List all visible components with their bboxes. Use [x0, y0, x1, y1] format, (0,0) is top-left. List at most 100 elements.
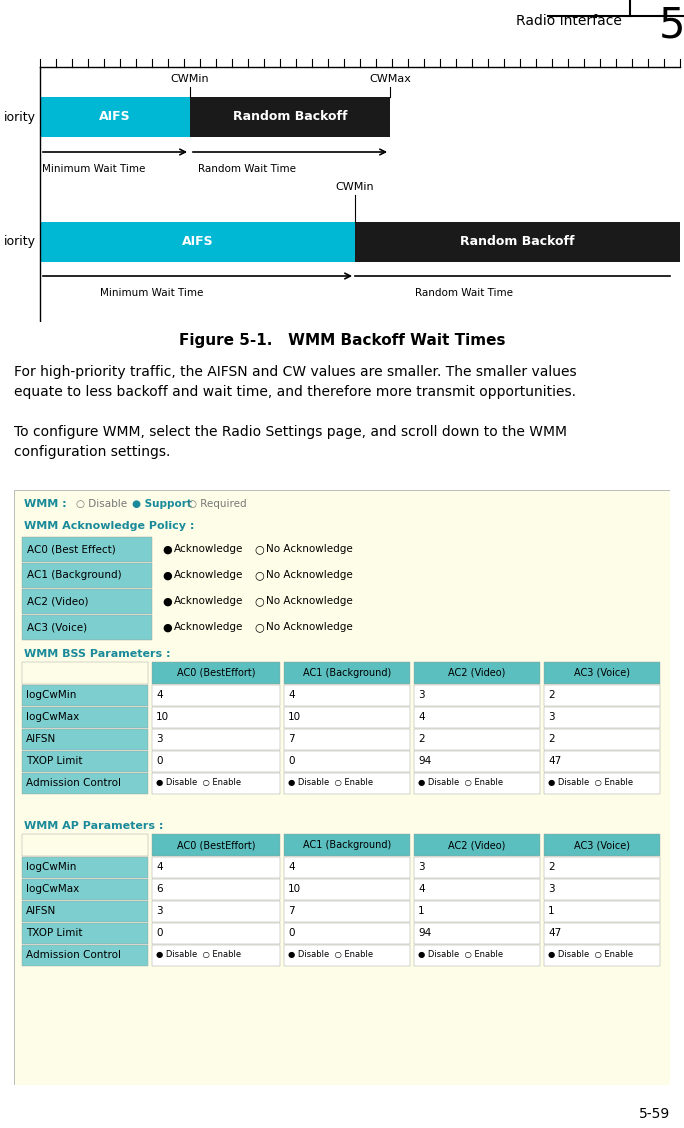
Text: Acknowledge: Acknowledge [174, 545, 244, 555]
Text: 6: 6 [156, 884, 163, 895]
Text: ○: ○ [254, 571, 264, 581]
Text: 5-59: 5-59 [639, 1107, 670, 1121]
Text: ○: ○ [254, 623, 264, 633]
Text: ●: ● [162, 597, 172, 607]
Text: Random Wait Time: Random Wait Time [415, 288, 513, 298]
Bar [544, 685, 660, 706]
Text: 3: 3 [418, 690, 425, 700]
Text: iority: iority [4, 111, 36, 123]
Text: ● Disable  ○ Enable: ● Disable ○ Enable [418, 951, 503, 960]
Bar [40, 97, 190, 136]
Bar [22, 879, 148, 900]
Text: 3: 3 [156, 906, 163, 916]
Text: 3: 3 [418, 862, 425, 872]
Bar [284, 707, 410, 728]
Text: 47: 47 [548, 756, 562, 766]
Text: 0: 0 [156, 928, 163, 938]
Bar [22, 662, 148, 684]
Text: Acknowledge: Acknowledge [174, 623, 244, 633]
Text: ○: ○ [254, 597, 264, 607]
Text: AC2 (Video): AC2 (Video) [448, 840, 505, 851]
Text: AIFSN: AIFSN [26, 734, 56, 744]
Bar [284, 773, 410, 794]
Bar [414, 729, 540, 750]
Text: 10: 10 [288, 884, 301, 895]
Bar [152, 729, 280, 750]
Bar [152, 857, 280, 878]
Bar [355, 222, 680, 262]
Text: 2: 2 [548, 734, 555, 744]
Text: Admission Control: Admission Control [26, 950, 121, 960]
Bar [152, 901, 280, 922]
Text: No Acknowledge: No Acknowledge [266, 571, 353, 581]
Bar [152, 751, 280, 772]
Bar [22, 773, 148, 794]
Bar [414, 773, 540, 794]
Text: AC0 (Best Effect): AC0 (Best Effect) [27, 545, 116, 555]
Text: iority: iority [4, 236, 36, 248]
Bar [414, 879, 540, 900]
Text: Admission Control: Admission Control [26, 778, 121, 788]
Bar [414, 901, 540, 922]
Text: Figure 5-1.   WMM Backoff Wait Times: Figure 5-1. WMM Backoff Wait Times [179, 334, 505, 349]
Bar [22, 751, 148, 772]
Text: AC0 (BestEffort): AC0 (BestEffort) [176, 840, 255, 851]
Bar [414, 751, 540, 772]
Text: 5: 5 [659, 5, 684, 46]
Text: CWMin: CWMin [171, 74, 209, 83]
Bar [544, 751, 660, 772]
Text: Acknowledge: Acknowledge [174, 597, 244, 607]
Bar [544, 857, 660, 878]
Text: WMM :: WMM : [24, 499, 66, 509]
Text: No Acknowledge: No Acknowledge [266, 623, 353, 633]
Text: 2: 2 [548, 690, 555, 700]
Text: ● Disable  ○ Enable: ● Disable ○ Enable [548, 951, 633, 960]
Bar [284, 901, 410, 922]
Text: AC1 (Background): AC1 (Background) [27, 571, 122, 581]
Text: ○ Required: ○ Required [188, 499, 247, 509]
Bar [544, 729, 660, 750]
Text: Random Backoff: Random Backoff [460, 236, 575, 248]
Bar [152, 685, 280, 706]
Bar [544, 773, 660, 794]
Text: ● Disable  ○ Enable: ● Disable ○ Enable [288, 951, 373, 960]
Bar [190, 97, 390, 136]
Text: AC0 (BestEffort): AC0 (BestEffort) [176, 668, 255, 678]
Bar [22, 834, 148, 856]
Text: logCwMin: logCwMin [26, 690, 77, 700]
Text: ○: ○ [254, 545, 264, 555]
Text: ●: ● [162, 571, 172, 581]
Bar [284, 857, 410, 878]
Bar [544, 834, 660, 856]
Bar [22, 685, 148, 706]
Bar [152, 945, 280, 966]
Bar [152, 662, 280, 684]
Bar [414, 662, 540, 684]
Text: TXOP Limit: TXOP Limit [26, 928, 83, 938]
Text: WMM AP Parameters :: WMM AP Parameters : [24, 821, 163, 831]
Bar [22, 901, 148, 922]
Text: 0: 0 [288, 756, 295, 766]
Text: Random Backoff: Random Backoff [233, 111, 347, 123]
Text: 4: 4 [288, 690, 295, 700]
Text: 3: 3 [548, 884, 555, 895]
Text: AC3 (Voice): AC3 (Voice) [574, 840, 630, 851]
Text: Radio Interface: Radio Interface [516, 14, 622, 28]
Bar [22, 537, 152, 562]
Bar [544, 662, 660, 684]
Text: CWMin: CWMin [336, 182, 374, 192]
Bar [152, 834, 280, 856]
Text: 3: 3 [548, 712, 555, 722]
Text: logCwMin: logCwMin [26, 862, 77, 872]
Text: AC3 (Voice): AC3 (Voice) [27, 623, 87, 633]
Text: No Acknowledge: No Acknowledge [266, 597, 353, 607]
Bar [284, 751, 410, 772]
Text: 4: 4 [418, 712, 425, 722]
Text: 4: 4 [418, 884, 425, 895]
Bar [152, 923, 280, 944]
Text: 10: 10 [288, 712, 301, 722]
Text: ●: ● [162, 545, 172, 555]
Bar [284, 662, 410, 684]
Text: ●: ● [162, 623, 172, 633]
Text: AIFS: AIFS [99, 111, 131, 123]
